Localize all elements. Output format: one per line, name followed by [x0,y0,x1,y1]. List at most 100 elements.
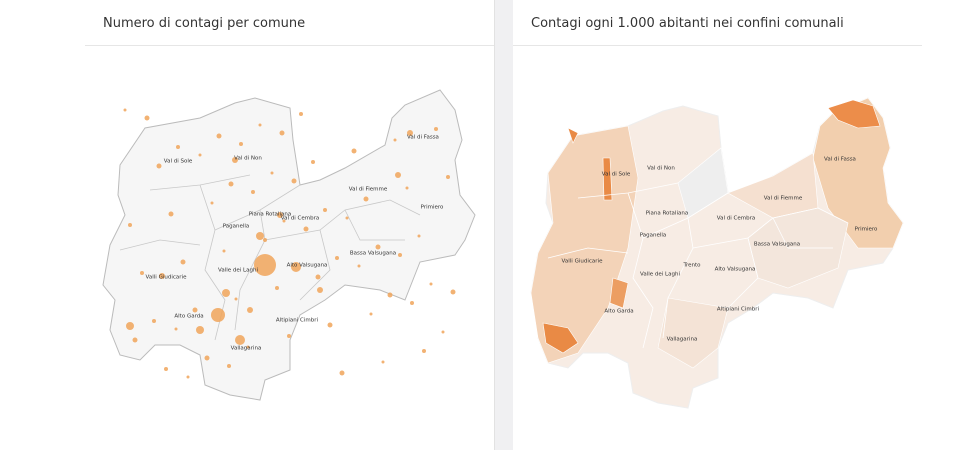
bubble [228,181,234,187]
panel-title: Numero di contagi per comune [103,16,306,31]
bubble [311,160,315,164]
bubble [263,238,267,242]
municipality-shade [609,277,629,309]
bubble [282,219,286,223]
bubble [174,327,178,331]
bubble [429,282,433,286]
bubble [299,112,303,116]
municipality-shade [827,99,881,129]
bubble [417,234,421,238]
district-border [727,237,759,309]
bubble [180,259,186,265]
municipality-shade [567,127,579,144]
municipality-shade [812,97,904,249]
area-label: Valli Giudicarie [562,259,604,265]
bubble [398,253,402,257]
bubble [211,308,225,322]
area-label: Bassa Valsugana [754,242,800,248]
district-border [627,192,654,349]
bubble [247,307,253,313]
bubble [450,289,456,295]
bubble [239,142,243,146]
area-label: Val di Fassa [824,157,856,163]
bubble [234,297,238,301]
bubble [192,307,198,313]
area-label: Valle dei Laghi [640,272,680,278]
area-label: Val di Cembra [717,216,755,222]
bubble [441,330,445,334]
bubble [123,108,127,112]
bubble [393,138,397,142]
bubble [254,254,276,276]
municipality-shade [602,157,613,201]
municipality-shade [727,152,819,219]
area-label: Altipiani Cimbri [276,318,319,324]
bubble [196,326,204,334]
bubble [140,271,144,275]
bubble [222,249,226,253]
bubble [291,178,297,184]
area-label: Val di Sole [602,172,631,178]
area-label: Alto Valsugana [287,263,328,269]
area-label: Bassa Valsugana [350,251,396,257]
bubble [335,256,339,260]
bubble [222,289,230,297]
bubble [395,172,401,178]
bubble [246,345,250,349]
bubble [204,355,210,361]
bubble [357,264,361,268]
area-label: Val di Non [234,156,262,162]
panel-title: Contagi ogni 1.000 abitanti nei confini … [531,16,844,31]
bubble [210,201,214,205]
district-border [772,217,833,249]
bubble [258,123,262,127]
bubble [168,211,174,217]
bubble [351,148,357,154]
bubble [232,157,238,163]
bubble [270,171,274,175]
map-left: Val di Sole Val di Non Val di Fassa Val di … [102,89,476,401]
area-label: Val di Non [647,166,675,172]
area-label: Val di Sole [164,159,193,165]
area-label: Val di Fiemme [349,187,388,193]
area-label: Val di Fassa [407,135,439,141]
area-label: Val di Cembra [281,216,319,222]
area-label: Piana Rotaliana [646,211,688,217]
bubble [277,212,283,218]
district-border [149,174,251,191]
municipality-shade [542,322,579,354]
area-label: Alto Garda [174,314,203,320]
bubble [410,301,414,305]
bubble [176,145,180,149]
area-label: Vallagarina [231,346,262,352]
area-label: Paganella [640,233,667,239]
bubble [126,322,134,330]
bubble [198,153,202,157]
area-label: Vallagarina [667,337,698,343]
bubble [132,337,138,343]
district-border [299,229,331,301]
bubble [144,115,150,121]
district-border [577,182,679,199]
bubble [227,364,231,368]
area-label: Valle dei Laghi [218,268,258,274]
bubble [375,244,381,250]
district-border [234,209,266,331]
area-label: Altipiani Cimbri [717,307,760,313]
district-border [662,217,694,339]
bubble [387,292,393,298]
bubble [327,322,333,328]
district-border [547,247,629,259]
bubble [369,312,373,316]
bubble [323,208,327,212]
bubble [128,223,132,227]
area-label: Primiero [421,205,444,211]
bubble [434,127,438,131]
bubble [216,133,222,139]
area-label: Paganella [223,224,250,230]
district-border [119,239,201,251]
bubble [186,375,190,379]
bubble [156,163,162,169]
divider [85,45,494,46]
